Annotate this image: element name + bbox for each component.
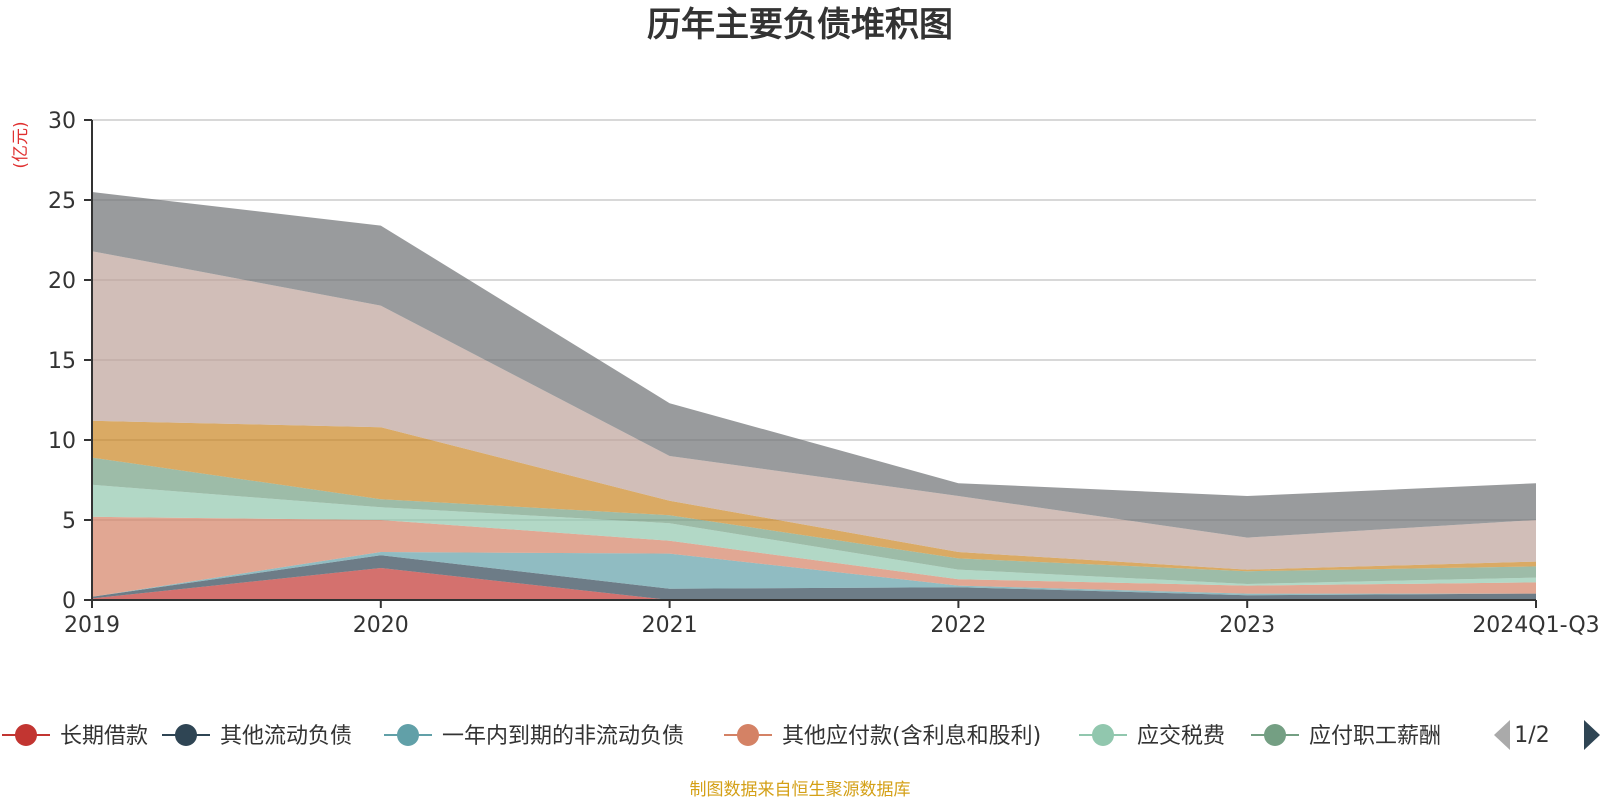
legend-marker-icon [397,724,419,746]
legend-marker-icon [175,724,197,746]
chart-title: 历年主要负债堆积图 [647,5,953,45]
y-tick-label: 25 [48,189,76,214]
x-tick-label: 2020 [353,613,409,638]
legend-marker-icon [1092,724,1114,746]
legend-item-3[interactable]: 其他应付款(含利息和股利) [724,724,1041,749]
legend-item-2[interactable]: 一年内到期的非流动负债 [384,724,684,749]
legend-marker-icon [1264,724,1286,746]
area-series-6[interactable] [92,420,1536,572]
legend-label: 其他应付款(含利息和股利) [782,724,1041,749]
y-tick-label: 15 [48,349,76,374]
legend-item-1[interactable]: 其他流动负债 [162,724,352,749]
legend-item-4[interactable]: 应交税费 [1079,724,1225,749]
legend-next-page-icon[interactable] [1584,720,1600,750]
legend-item-5[interactable]: 应付职工薪酬 [1251,724,1441,749]
data-source-note: 制图数据来自恒生聚源数据库 [690,780,911,800]
y-tick-label: 0 [62,589,76,614]
legend-label: 应付职工薪酬 [1309,724,1441,749]
area-series-7[interactable] [92,251,1536,570]
legend-marker-icon [15,724,37,746]
x-tick-label: 2019 [64,613,120,638]
y-tick-label: 10 [48,429,76,454]
x-tick-label: 2023 [1219,613,1275,638]
area-series-1[interactable] [92,555,1536,600]
x-tick-label: 2022 [930,613,986,638]
legend-marker-icon [737,724,759,746]
x-tick-label: 2024Q1-Q3 [1472,613,1599,638]
x-tick-label: 2021 [642,613,698,638]
y-axis-unit-label: (亿元) [11,121,31,168]
legend-label: 应交税费 [1137,724,1225,749]
area-series-8[interactable] [92,192,1536,538]
y-tick-label: 20 [48,269,76,294]
legend: 长期借款 其他流动负债 一年内到期的非流动负债 其他应付款(含利息和股利) 应交税费 应付… [2,724,1441,749]
axes: 2019 2020 2021 2022 2023 2024Q1-Q3 [64,119,1600,638]
legend-label: 长期借款 [60,724,148,749]
legend-item-0[interactable]: 长期借款 [2,724,148,749]
area-series-5[interactable] [92,457,1536,584]
area-series-group [92,192,1536,600]
y-tick-label: 30 [48,109,76,134]
legend-prev-page-icon[interactable] [1494,720,1510,750]
area-series-0[interactable] [92,568,1536,600]
area-series-3[interactable] [92,516,1536,597]
area-series-2[interactable] [92,552,1536,597]
y-tick-label: 5 [62,509,76,534]
legend-label: 其他流动负债 [220,724,352,749]
legend-page-indicator: 1/2 [1514,723,1549,748]
legend-label: 一年内到期的非流动负债 [442,724,684,749]
